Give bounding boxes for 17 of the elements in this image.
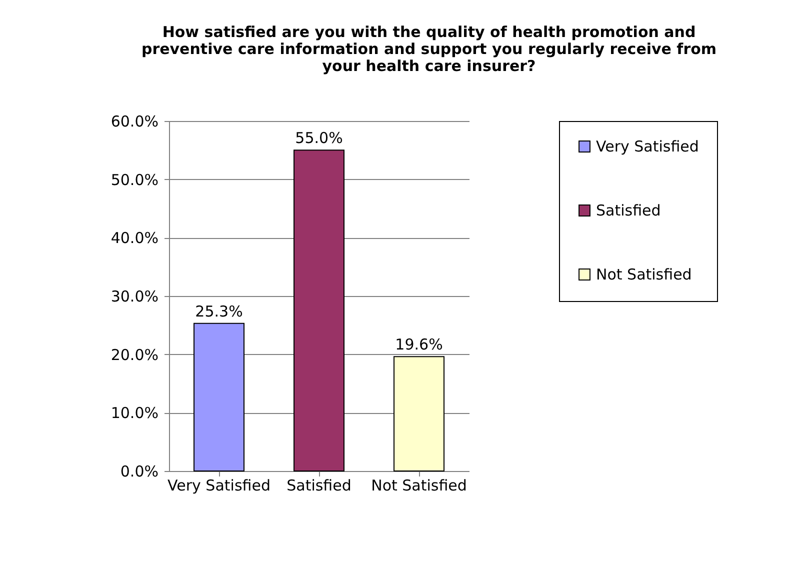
x-tick-label: Not Satisfied [371,476,467,494]
data-label: 55.0% [295,129,343,148]
data-label: 25.3% [195,302,243,320]
y-tick-label: 30.0% [110,288,158,306]
y-tick-label: 20.0% [110,346,158,364]
y-tick-label: 60.0% [110,112,158,130]
y-tick-label: 10.0% [110,404,158,422]
legend-label: Satisfied [596,202,661,220]
y-tick-label: 50.0% [110,170,158,189]
x-tick-label: Very Satisfied [168,476,270,494]
x-tick-label: Satisfied [286,476,352,494]
legend-label: Not Satisfied [596,266,692,284]
y-tick-label: 40.0% [110,229,158,248]
y-tick-label: 0.0% [120,462,158,480]
legend-label: Very Satisfied [596,138,699,156]
data-label: 19.6% [395,336,443,354]
chart-title: How satisfied are you with the quality of health promotion and preventive care information and support you regularly receive from your health care insurer? [141,23,717,75]
